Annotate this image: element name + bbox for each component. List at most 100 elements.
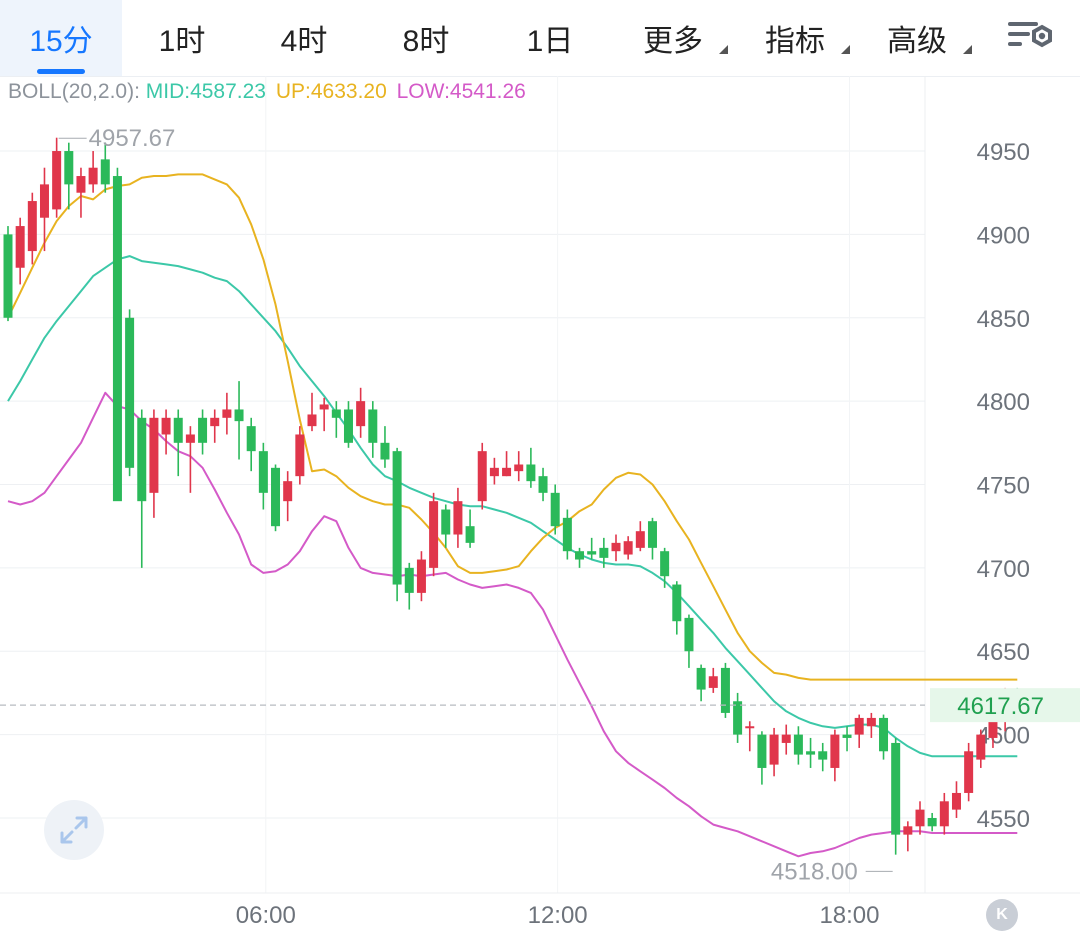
candle-up [416, 559, 426, 593]
candle-down [198, 417, 208, 443]
low-price-label: 4518.00 [771, 858, 858, 885]
candle-down [720, 667, 730, 713]
tab-label: 更多 [643, 25, 703, 58]
candle-up [149, 417, 159, 493]
boll-up-value: UP:4633.20 [275, 80, 387, 103]
last-price-label: 4617.67 [957, 693, 1044, 720]
candle-up [356, 401, 366, 427]
last-price-tag [930, 688, 1080, 723]
candlestick-chart[interactable]: 4950 4900 4850 4800 4750 4700 4650 4600 4550 06:0… [0, 76, 1080, 936]
candle-up [161, 417, 171, 435]
candle-down [587, 551, 597, 555]
candle-down [125, 317, 135, 468]
candle-down [660, 551, 670, 577]
y-tick-label: 4550 [977, 806, 1030, 833]
candle-down [733, 701, 743, 735]
candle-down [575, 551, 585, 560]
boll-low-value: LOW:4541.26 [396, 80, 526, 103]
period-tab-bar: 15分 1时 4时 8时 1日 更多 指标 高级 [0, 0, 1080, 77]
candle-down [526, 464, 536, 482]
tab-1d[interactable]: 1日 [490, 0, 610, 76]
candle-down [696, 667, 706, 690]
y-tick-label: 4950 [977, 139, 1030, 166]
candle-up [502, 467, 512, 477]
candle-down [404, 567, 414, 593]
candle-down [380, 442, 390, 460]
candle-down [246, 426, 256, 452]
boll-indicator-legend: BOLL(20,2.0): MID:4587.23 UP:4633.20 LOW… [8, 80, 526, 104]
y-tick-label: 4900 [977, 222, 1030, 249]
candle-up [319, 404, 329, 410]
candle-up [903, 826, 913, 835]
candle-down [271, 467, 281, 527]
candle-down [3, 234, 13, 318]
candle-down [599, 547, 609, 558]
candle-down [647, 521, 657, 548]
candle-up [295, 434, 305, 477]
tab-8h[interactable]: 8时 [366, 0, 486, 76]
candle-up [866, 717, 876, 727]
dropdown-caret-icon [719, 45, 728, 54]
candle-up [708, 676, 718, 688]
candle-down [927, 817, 937, 827]
dropdown-caret-icon [841, 45, 850, 54]
candle-down [672, 584, 682, 622]
candle-down [100, 159, 110, 185]
candle-up [76, 176, 86, 193]
expand-diagonal-icon [60, 816, 88, 844]
tab-advanced[interactable]: 高级 [858, 0, 976, 76]
candle-down [806, 751, 816, 755]
candle-up [611, 542, 621, 552]
candle-up [769, 734, 779, 765]
y-tick-label: 4600 [977, 723, 1030, 750]
candle-down [818, 751, 828, 760]
candle-down [137, 417, 147, 502]
candle-up [745, 726, 755, 729]
candle-up [453, 501, 463, 535]
tab-label: 4时 [280, 25, 328, 58]
candle-up [781, 734, 791, 743]
active-tab-underline [37, 69, 85, 74]
tab-15min[interactable]: 15分 [0, 0, 122, 76]
boll-name: BOLL(20,2.0): [8, 80, 140, 103]
candle-up [854, 717, 864, 735]
tab-label: 指标 [765, 25, 825, 58]
dropdown-caret-icon [963, 45, 972, 54]
boll-mid-line [7, 255, 1018, 758]
tab-indicators[interactable]: 指标 [736, 0, 854, 76]
y-tick-label: 4750 [977, 473, 1030, 500]
candle-up [830, 734, 840, 768]
candle-up [951, 792, 961, 810]
candle-down [234, 409, 244, 422]
tab-more[interactable]: 更多 [614, 0, 732, 76]
candle-up [15, 226, 25, 268]
fullscreen-button[interactable] [44, 800, 104, 860]
candle-up [915, 809, 925, 827]
tab-1h[interactable]: 1时 [122, 0, 242, 76]
candle-down [343, 409, 353, 443]
candle-down [684, 617, 694, 652]
candle-up [489, 467, 499, 477]
scroll-to-latest-label: K [996, 906, 1008, 923]
candle-down [258, 451, 268, 493]
y-tick-label: 4850 [977, 306, 1030, 333]
x-tick-label: 18:00 [819, 902, 879, 929]
chart-settings-button[interactable] [1006, 12, 1058, 64]
candle-up [635, 531, 645, 548]
boll-mid-value: MID:4587.23 [145, 80, 266, 103]
candle-up [307, 414, 317, 427]
scroll-to-latest-button[interactable]: K [986, 899, 1018, 931]
candle-down [891, 742, 901, 835]
y-tick-label: 4650 [977, 639, 1030, 666]
candle-down [757, 734, 767, 768]
candle-down [392, 451, 402, 585]
candle-down [562, 517, 572, 552]
candle-up [514, 464, 524, 472]
candle-down [793, 734, 803, 755]
candle-up [222, 409, 232, 418]
candle-down [879, 717, 889, 752]
tab-4h[interactable]: 4时 [244, 0, 364, 76]
y-tick-label: 4700 [977, 556, 1030, 583]
candle-up [477, 451, 487, 502]
candle-down [465, 526, 475, 543]
